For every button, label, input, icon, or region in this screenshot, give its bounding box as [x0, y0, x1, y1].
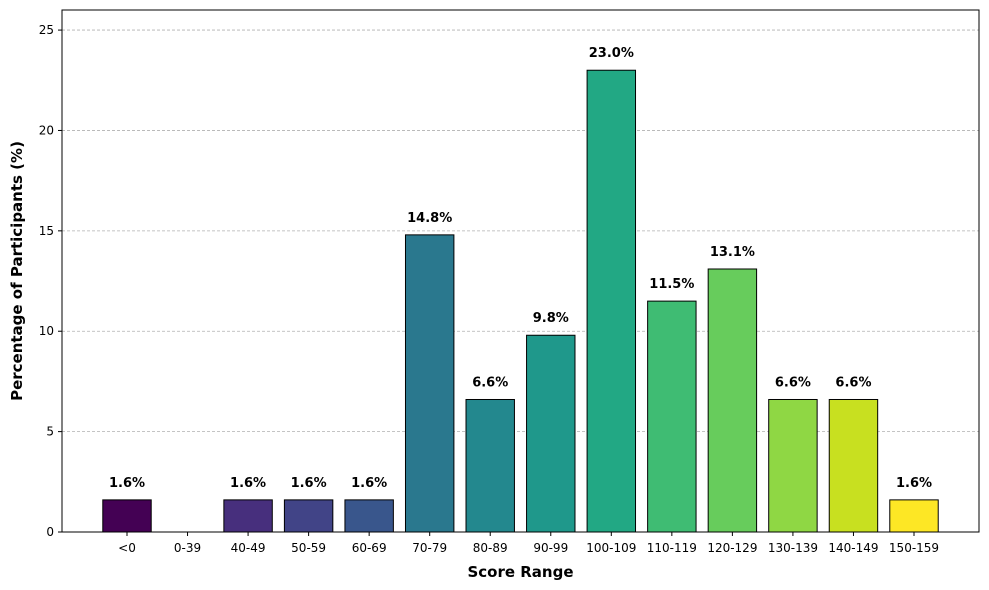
x-tick-label-5: 70-79 — [412, 541, 447, 555]
data-label-5: 14.8% — [407, 211, 452, 226]
x-tick-label-13: 150-159 — [889, 541, 939, 555]
y-tick-label: 10 — [39, 324, 54, 338]
bar-12 — [828, 398, 879, 533]
plot-frame — [61, 9, 980, 533]
x-tick-label-2: 40-49 — [231, 541, 266, 555]
bar-2 — [223, 499, 273, 533]
x-tick-label-6: 80-89 — [473, 541, 508, 555]
data-label-6: 6.6% — [472, 375, 508, 390]
x-tick-label-11: 130-139 — [768, 541, 818, 555]
x-tick-label-1: 0-39 — [174, 541, 201, 555]
data-label-10: 13.1% — [710, 245, 755, 260]
x-tick-label-12: 140-149 — [828, 541, 878, 555]
bar-0 — [102, 499, 152, 533]
bar-5 — [404, 234, 455, 533]
data-label-9: 11.5% — [649, 277, 694, 292]
x-tick-label-3: 50-59 — [291, 541, 326, 555]
x-tick-label-9: 110-119 — [647, 541, 697, 555]
data-label-7: 9.8% — [533, 311, 569, 326]
bar-4 — [344, 499, 394, 533]
data-label-0: 1.6% — [109, 476, 145, 491]
y-ticks-layer: 0 5 10 15 20 25 — [39, 23, 62, 539]
data-label-13: 1.6% — [896, 476, 932, 491]
bar-7 — [526, 334, 576, 533]
bar-10 — [707, 268, 758, 533]
y-tick-label: 0 — [46, 525, 54, 539]
y-tick-label: 20 — [39, 123, 54, 137]
bars-layer — [102, 69, 939, 533]
data-label-12: 6.6% — [835, 375, 871, 390]
bar-11 — [768, 398, 818, 533]
y-tick-label: 5 — [46, 425, 54, 439]
data-label-4: 1.6% — [351, 476, 387, 491]
x-tick-label-7: 90-99 — [533, 541, 568, 555]
y-tick-label: 15 — [39, 224, 54, 238]
data-label-2: 1.6% — [230, 476, 266, 491]
x-tick-label-4: 60-69 — [352, 541, 387, 555]
x-tick-label-8: 100-109 — [586, 541, 636, 555]
bar-13 — [889, 499, 939, 533]
x-ticks-layer: <0 0-39 40-49 50-59 60-69 70-79 80-89 90-99 100-… — [118, 532, 939, 555]
bar-3 — [283, 499, 334, 533]
data-label-3: 1.6% — [291, 476, 327, 491]
data-label-8: 23.0% — [589, 46, 634, 61]
x-axis-title: Score Range — [467, 563, 573, 581]
bar-6 — [465, 398, 515, 533]
data-label-11: 6.6% — [775, 375, 811, 390]
y-tick-label: 25 — [39, 23, 54, 37]
bar-8 — [586, 69, 637, 533]
data-labels-layer: 1.6% 1.6% 1.6% 1.6% 14.8% 6.6% 9.8% 23.0% 11.5% 1… — [109, 46, 932, 491]
grid-layer — [62, 29, 979, 433]
x-tick-label-0: <0 — [118, 541, 136, 555]
x-tick-label-10: 120-129 — [707, 541, 757, 555]
bar-9 — [647, 300, 697, 533]
y-axis-title: Percentage of Participants (%) — [8, 141, 26, 401]
